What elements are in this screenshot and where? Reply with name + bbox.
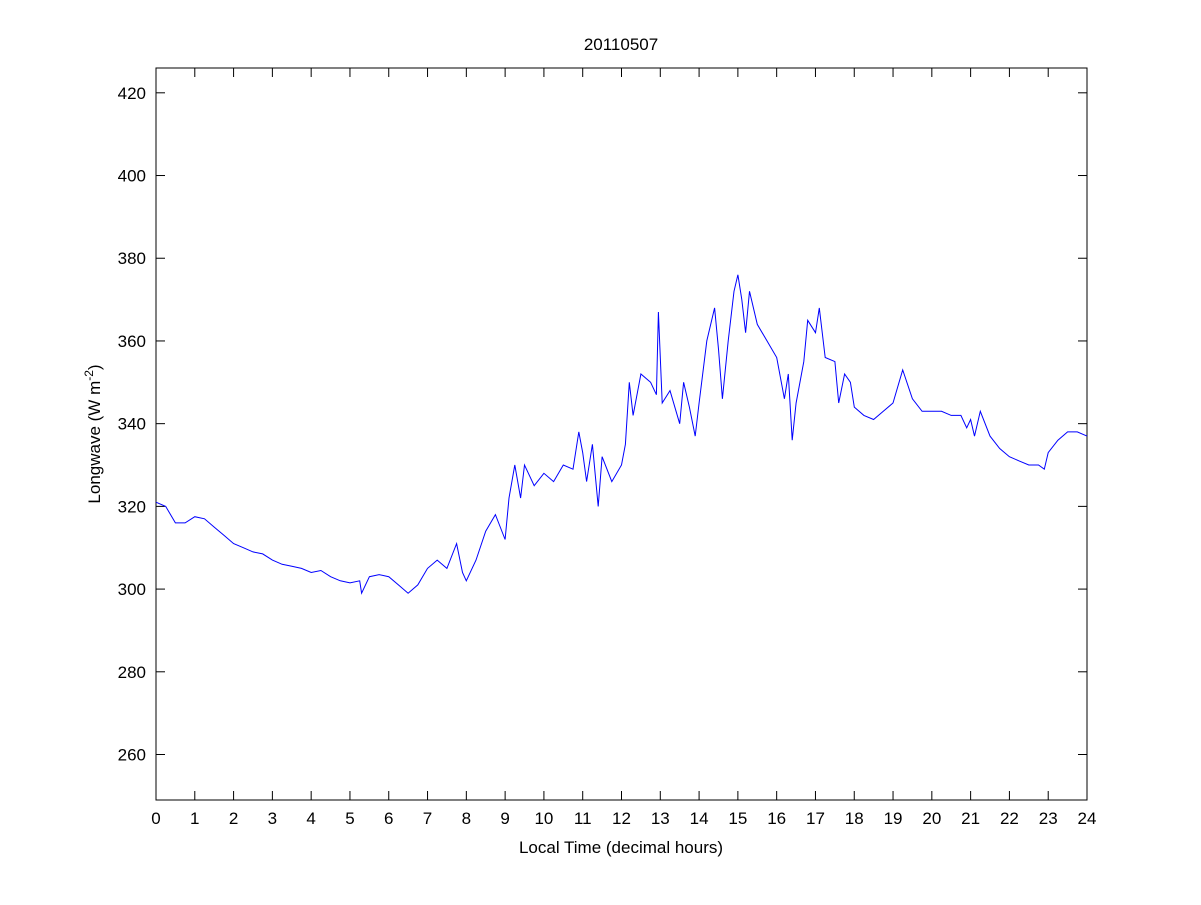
- x-tick-label: 22: [1000, 809, 1019, 828]
- x-tick-label: 6: [384, 809, 393, 828]
- plot-area: [155, 67, 1088, 801]
- x-tick-label: 18: [845, 809, 864, 828]
- x-axis-label: Local Time (decimal hours): [519, 838, 723, 857]
- series-line-longwave: [155, 274, 1088, 595]
- y-tick-label: 280: [118, 663, 146, 682]
- x-tick-label: 5: [345, 809, 354, 828]
- x-tick-label: 0: [151, 809, 160, 828]
- x-tick-label: 13: [651, 809, 670, 828]
- x-tick-label: 11: [574, 809, 592, 828]
- x-tick-label: 12: [612, 809, 631, 828]
- x-tick-label: 20: [922, 809, 941, 828]
- x-tick-label: 15: [728, 809, 747, 828]
- x-tick-label: 4: [306, 809, 315, 828]
- x-tick-label: 3: [268, 809, 277, 828]
- x-tick-label: 10: [534, 809, 553, 828]
- x-tick-label: 1: [190, 809, 199, 828]
- y-tick-label: 320: [118, 497, 146, 516]
- chart-title: 20110507: [584, 35, 658, 54]
- x-tick-label: 19: [884, 809, 903, 828]
- y-tick-label: 300: [118, 580, 146, 599]
- x-tick-label: 7: [423, 809, 432, 828]
- x-tick-label: 2: [229, 809, 238, 828]
- y-tick-label: 420: [118, 84, 146, 103]
- y-tick-label: 380: [118, 249, 146, 268]
- x-tick-label: 8: [462, 809, 471, 828]
- x-tick-label: 24: [1078, 809, 1097, 828]
- y-tick-label: 400: [118, 167, 146, 186]
- x-tick-label: 16: [767, 809, 786, 828]
- y-tick-label: 260: [118, 746, 146, 765]
- x-tick-label: 23: [1039, 809, 1058, 828]
- x-tick-label: 14: [690, 809, 709, 828]
- x-tick-label: 21: [961, 809, 980, 828]
- x-tick-label: 17: [806, 809, 825, 828]
- y-tick-label: 360: [118, 332, 146, 351]
- y-tick-label: 340: [118, 415, 146, 434]
- y-axis-label: Longwave (W m-2): [82, 364, 104, 503]
- x-tick-label: 9: [500, 809, 509, 828]
